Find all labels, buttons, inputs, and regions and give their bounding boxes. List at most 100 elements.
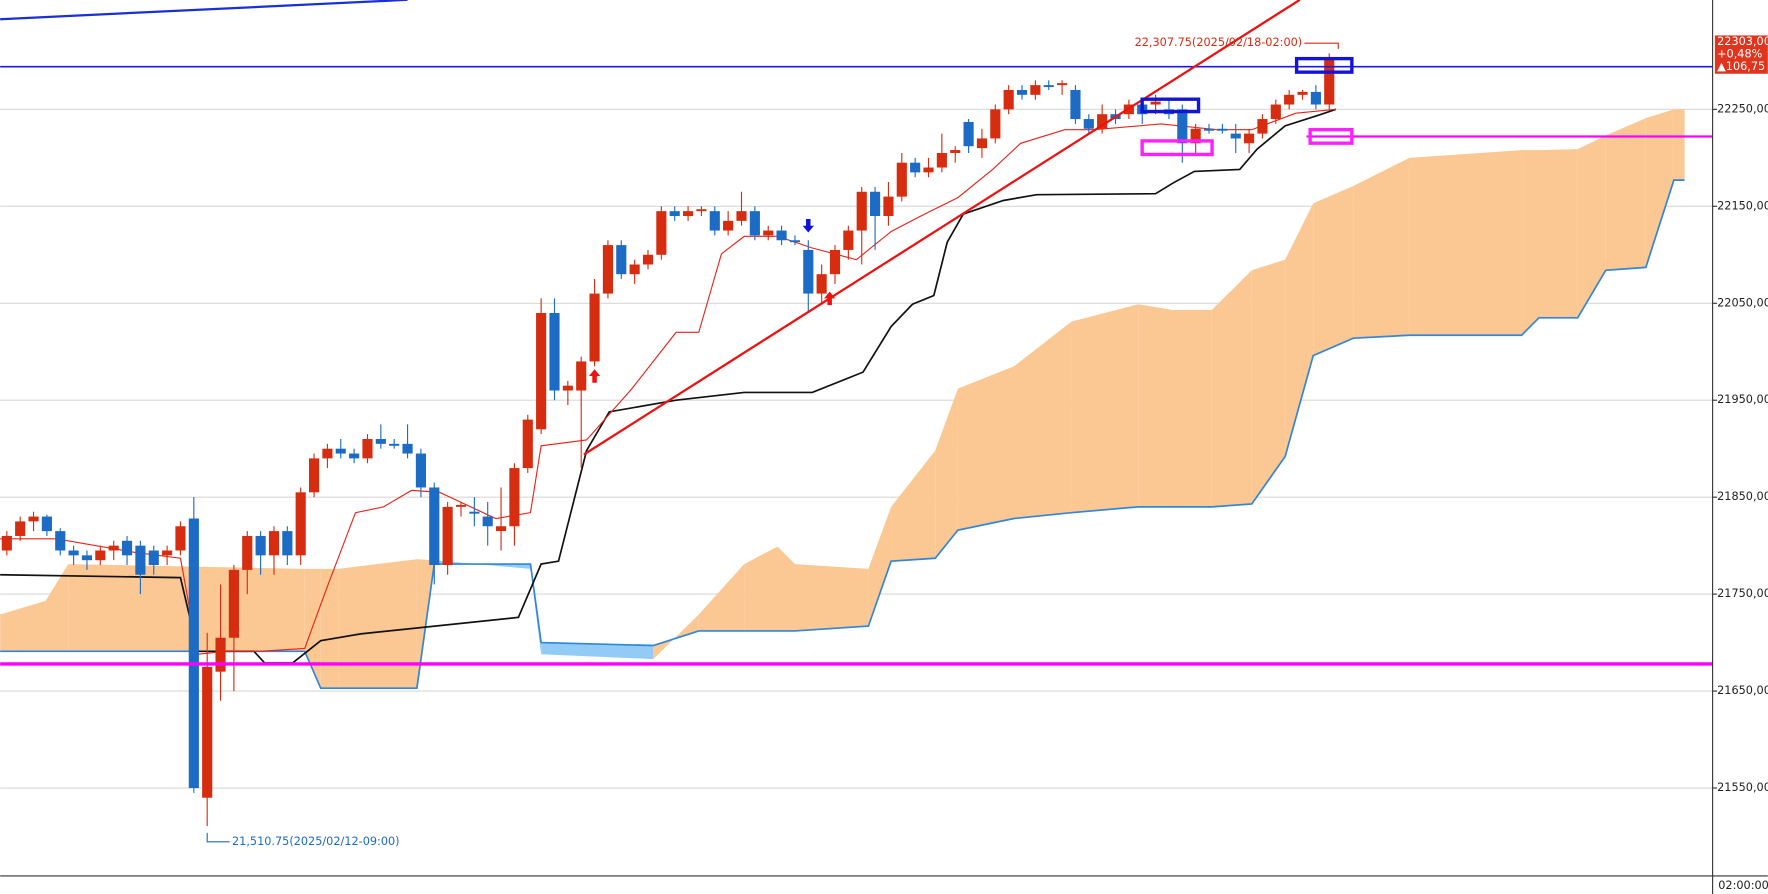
cloud-segment (1353, 157, 1410, 339)
candle-body (1190, 128, 1201, 144)
cloud-segment (1014, 321, 1072, 519)
last-price-box (1714, 35, 1768, 74)
candle-body (736, 211, 747, 221)
cloud-segment (1645, 109, 1674, 268)
y-tick-label: 22050,00 (1717, 296, 1768, 309)
candle-body (723, 220, 734, 231)
candle-body (1230, 133, 1241, 139)
trend-line (0, 0, 408, 21)
candle-body (415, 453, 426, 488)
cloud-segment (868, 506, 892, 627)
candle-body (509, 468, 520, 527)
candle-body (990, 109, 1001, 139)
signal-arrow (824, 291, 836, 306)
indicator-lines (0, 108, 1337, 664)
candle-body (242, 535, 253, 570)
candle-body (1043, 85, 1054, 88)
change-pct: +0,48% (1717, 48, 1763, 61)
candle-body (629, 264, 640, 275)
candle-body (1324, 57, 1335, 105)
candle-body (1083, 119, 1094, 129)
candle-body (1177, 109, 1188, 144)
candle-body (1284, 94, 1295, 105)
y-tick-label: 21550,00 (1717, 781, 1768, 794)
cloud-segment (794, 564, 869, 631)
candle-body (682, 211, 694, 217)
time-label: 02:00:00 (1718, 879, 1768, 892)
cloud-segment (1605, 118, 1646, 271)
candle-body (188, 518, 199, 789)
candle-body (589, 293, 600, 362)
cloud-segment (1521, 150, 1539, 336)
candle-body (95, 550, 106, 561)
candle-body (389, 443, 400, 446)
candle-body (108, 545, 119, 551)
cloud-segment (777, 546, 795, 631)
cloud-span-b (0, 179, 1685, 690)
candle-body (1297, 91, 1308, 95)
candle-body (41, 516, 52, 532)
candle-body (1, 535, 12, 551)
candle-body (68, 550, 79, 556)
price-axis: 21550,00 21650,00 21750,00 21850,00 21950,00… (1712, 35, 1768, 794)
candle-body (1270, 104, 1281, 120)
indicator-line (0, 108, 1336, 655)
candle-body (308, 458, 320, 493)
candle-body (121, 540, 133, 556)
candle-body (803, 249, 814, 294)
candle-body (642, 254, 654, 265)
cloud-segment (1409, 150, 1522, 336)
cloud-segment (45, 564, 69, 652)
candle-body (469, 511, 480, 514)
candle-body (536, 312, 547, 430)
trend-line (583, 0, 1301, 456)
candle-body (776, 230, 787, 241)
candle-body (175, 526, 186, 551)
candle-body (495, 526, 507, 532)
cloud-segment (68, 564, 305, 652)
candle-body (295, 492, 306, 556)
candle-body (1257, 119, 1268, 134)
high-label: 22,307.75(2025/02/18-02:00) (1135, 36, 1303, 49)
candle-body (549, 312, 560, 391)
candle-body (375, 438, 386, 444)
candle-body (709, 211, 720, 231)
candle-body (1016, 89, 1028, 95)
candle-body (15, 521, 26, 536)
overlays: 22,307.75(2025/02/18-02:00) 21,510.75(202… (0, 0, 1713, 848)
candle-body (1203, 128, 1215, 131)
candle-body (1003, 89, 1014, 110)
candle-body (1150, 101, 1161, 105)
candle-body (816, 274, 827, 294)
candle-body (829, 249, 841, 275)
cloud-segment (957, 366, 1015, 531)
candle-body (228, 569, 239, 638)
cloud-segment (0, 600, 46, 652)
candle-body (455, 504, 467, 507)
cloud-segment (744, 546, 778, 631)
candle-body (936, 152, 947, 168)
change: ▲106,75 (1717, 60, 1765, 73)
candle-body (55, 531, 66, 551)
candle-body (322, 448, 333, 459)
cloud-segment (338, 559, 417, 689)
candle-body (789, 240, 801, 243)
candle-body (950, 150, 961, 153)
y-tick-label: 21650,00 (1717, 684, 1768, 697)
candle-body (669, 211, 680, 217)
candle-body (28, 516, 39, 522)
candle-body (616, 245, 627, 275)
cloud-segment (1172, 310, 1212, 507)
candle-body (148, 550, 159, 566)
cloud-segment (1251, 259, 1286, 504)
y-tick-label: 21950,00 (1717, 393, 1768, 406)
cloud (0, 109, 1685, 690)
cloud-segment (1313, 185, 1354, 356)
candle-body (910, 162, 921, 173)
leader-line (1304, 42, 1339, 49)
candle-body (562, 385, 573, 391)
cloud-segment (1071, 304, 1139, 513)
candle-body (696, 209, 707, 212)
candle-body (268, 531, 280, 556)
